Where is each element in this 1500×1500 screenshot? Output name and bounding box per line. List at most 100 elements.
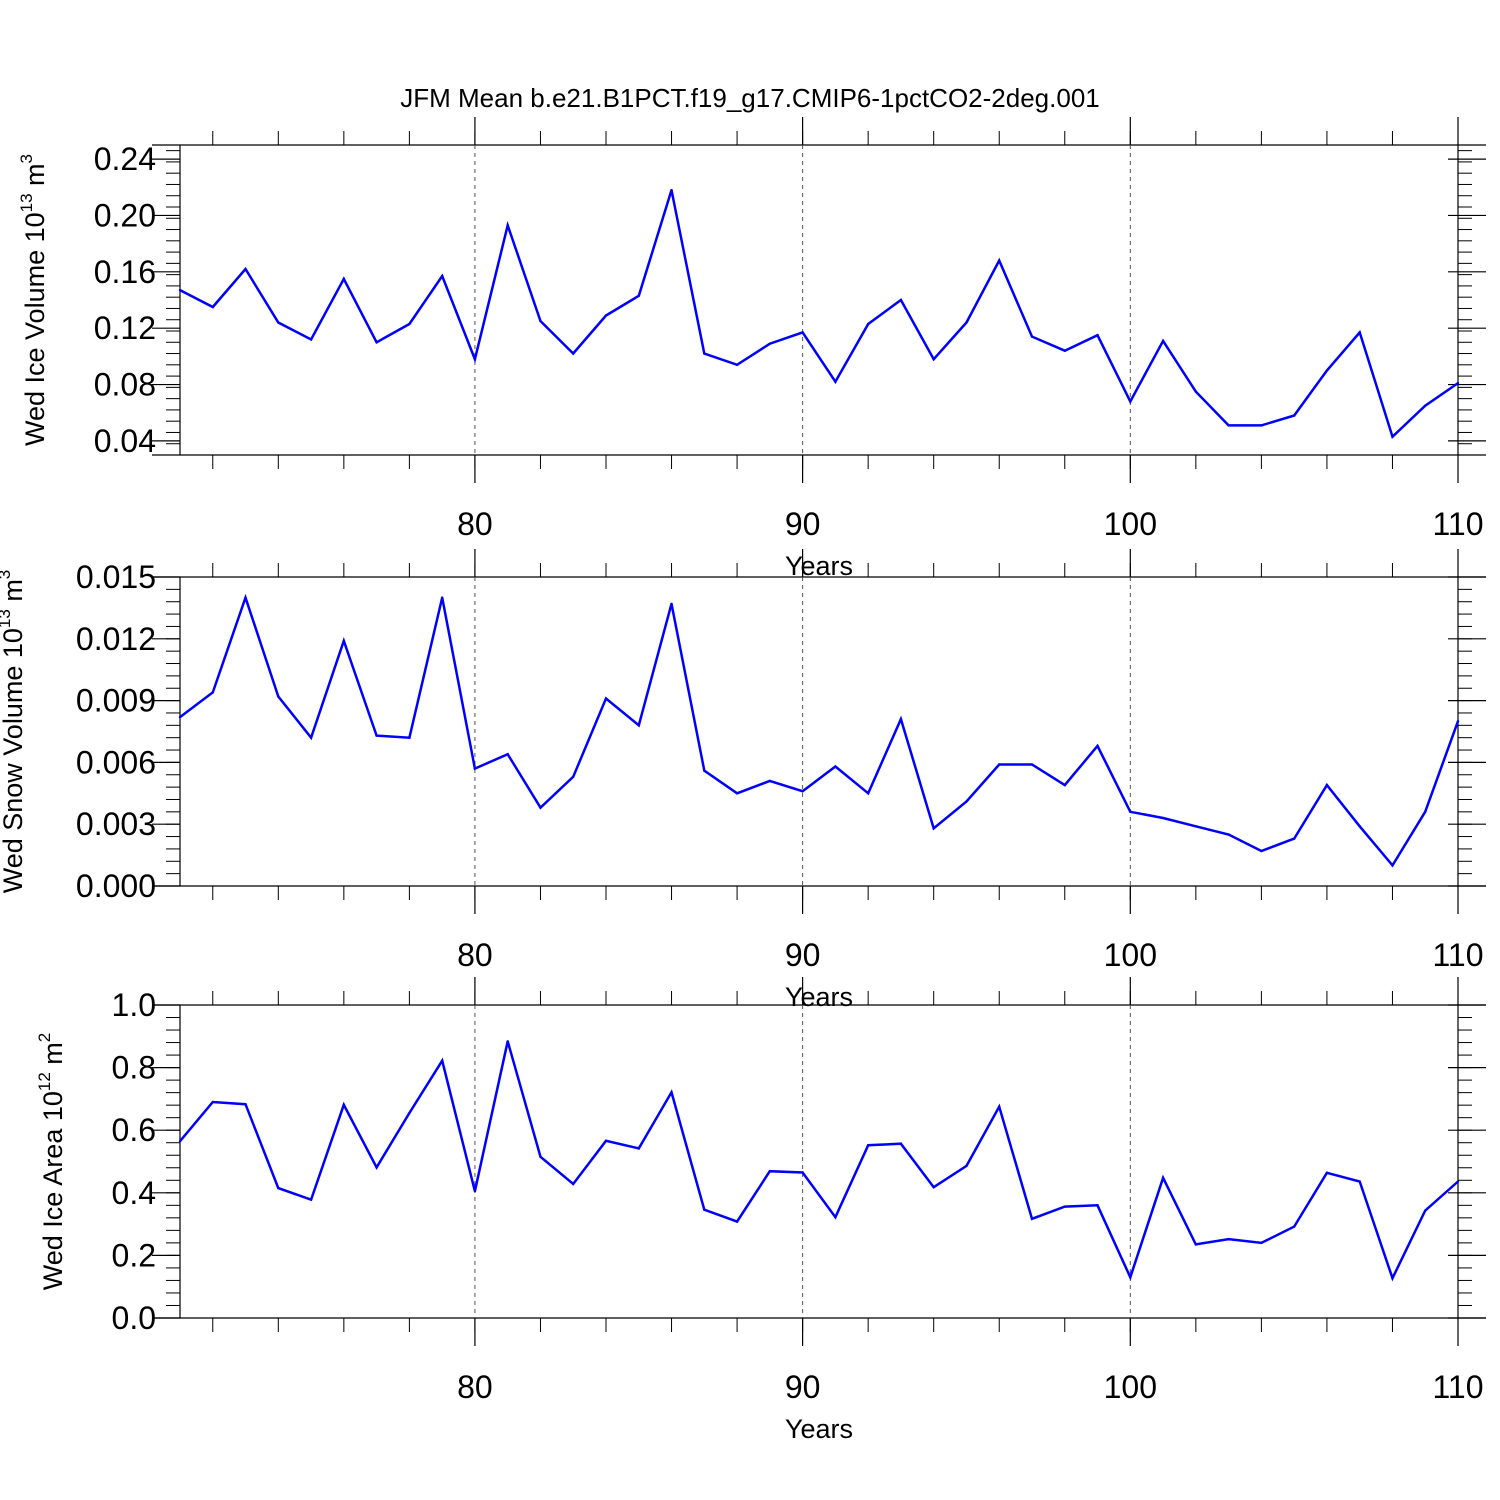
y-tick-label: 0.003 xyxy=(76,806,156,842)
data-point xyxy=(506,752,509,756)
data-point xyxy=(178,1139,182,1143)
data-point xyxy=(1096,334,1099,337)
data-point xyxy=(440,1059,444,1062)
y-axis-label: Wed Ice Volume 1013 m3 xyxy=(17,154,50,446)
data-point xyxy=(637,1147,640,1150)
data-point xyxy=(375,341,378,344)
data-point xyxy=(703,769,706,772)
y-tick-label: 1.0 xyxy=(112,987,156,1023)
data-point xyxy=(277,1186,280,1190)
data-point xyxy=(1358,825,1361,828)
x-tick-label: 110 xyxy=(1432,937,1483,973)
series-line xyxy=(179,1040,1459,1282)
data-point xyxy=(834,1216,837,1219)
data-point xyxy=(735,792,739,795)
data-point xyxy=(1391,435,1394,438)
data-point xyxy=(670,602,673,605)
data-point xyxy=(604,314,608,317)
x-tick-label: 80 xyxy=(457,506,493,542)
x-tick-label: 100 xyxy=(1104,506,1157,542)
data-point xyxy=(1358,331,1361,334)
data-point xyxy=(309,1198,313,1201)
data-point xyxy=(801,1171,804,1174)
y-tick-label: 0.2 xyxy=(112,1237,156,1273)
data-point xyxy=(473,767,477,770)
y-tick-label: 0.8 xyxy=(112,1050,156,1086)
data-point xyxy=(703,352,706,355)
x-axis-label: Years xyxy=(785,551,853,581)
data-point xyxy=(244,267,247,271)
y-axis-label: Wed Snow Volume 1013 m3 xyxy=(0,570,28,894)
data-point xyxy=(342,277,346,281)
data-point xyxy=(834,380,837,383)
x-axis-label: Years xyxy=(785,1414,853,1444)
y-tick-label: 0.015 xyxy=(76,559,156,595)
data-point xyxy=(768,342,772,345)
chart-panel-3: 0.0 0.2 0.4 0.6 0.8 1.0 80 90 100 110 Years Wed Ice… xyxy=(35,977,1486,1444)
data-point xyxy=(932,827,935,830)
data-point xyxy=(703,1208,706,1211)
x-tick-label: 90 xyxy=(785,506,821,542)
data-point xyxy=(834,765,837,768)
x-tick-label: 80 xyxy=(457,1369,493,1405)
data-point xyxy=(1063,783,1066,787)
y-tick-label: 0.012 xyxy=(76,621,156,657)
data-point xyxy=(244,1103,247,1106)
data-point xyxy=(1424,404,1427,407)
data-point xyxy=(473,1190,477,1193)
data-point xyxy=(735,1220,739,1223)
data-point xyxy=(866,322,870,326)
data-point xyxy=(1063,349,1066,352)
data-point xyxy=(408,736,411,739)
data-point xyxy=(1260,849,1263,853)
data-point xyxy=(506,1040,509,1043)
y-tick-label: 0.12 xyxy=(94,310,156,346)
data-point xyxy=(1325,783,1329,787)
data-point xyxy=(768,779,772,783)
data-point xyxy=(1194,825,1198,828)
data-point xyxy=(1194,1243,1198,1246)
data-point xyxy=(735,363,739,367)
data-point xyxy=(1227,424,1230,427)
y-tick-label: 0.006 xyxy=(76,744,156,780)
data-point xyxy=(440,596,444,599)
data-point xyxy=(1292,414,1296,417)
data-point xyxy=(637,294,640,297)
x-tick-label: 80 xyxy=(457,937,493,973)
data-point xyxy=(1129,1276,1132,1279)
data-point xyxy=(506,224,509,227)
data-point xyxy=(572,352,575,355)
data-point xyxy=(801,790,804,793)
data-point xyxy=(1424,1209,1427,1212)
data-point xyxy=(539,1155,542,1159)
data-point xyxy=(473,357,477,361)
chart-panels: 0.04 0.08 0.12 0.16 0.20 0.24 80 90 100 110 Years W… xyxy=(0,117,1486,1444)
data-point xyxy=(1424,810,1427,814)
x-tick-label: 90 xyxy=(785,1369,821,1405)
data-point xyxy=(965,800,968,803)
data-point xyxy=(1325,369,1329,372)
data-point xyxy=(1194,390,1198,393)
data-point xyxy=(408,322,411,326)
data-point xyxy=(211,305,214,309)
x-tick-label: 90 xyxy=(785,937,821,973)
data-point xyxy=(211,1100,214,1104)
data-point xyxy=(539,319,542,323)
series-line xyxy=(179,189,1459,439)
data-point xyxy=(1456,720,1460,723)
data-point xyxy=(899,717,903,721)
data-point xyxy=(342,639,346,643)
data-point xyxy=(211,691,214,694)
data-point xyxy=(670,1091,673,1094)
data-point xyxy=(539,806,542,809)
data-point xyxy=(670,188,673,192)
data-point xyxy=(866,1144,870,1147)
data-point xyxy=(1292,837,1296,840)
chart-panel-2: 0.000 0.003 0.006 0.009 0.012 0.015 80 90 100 110… xyxy=(0,549,1486,1012)
data-point xyxy=(309,338,313,341)
data-point xyxy=(1325,1171,1329,1174)
data-point xyxy=(375,1166,378,1169)
data-point xyxy=(1030,1217,1034,1220)
